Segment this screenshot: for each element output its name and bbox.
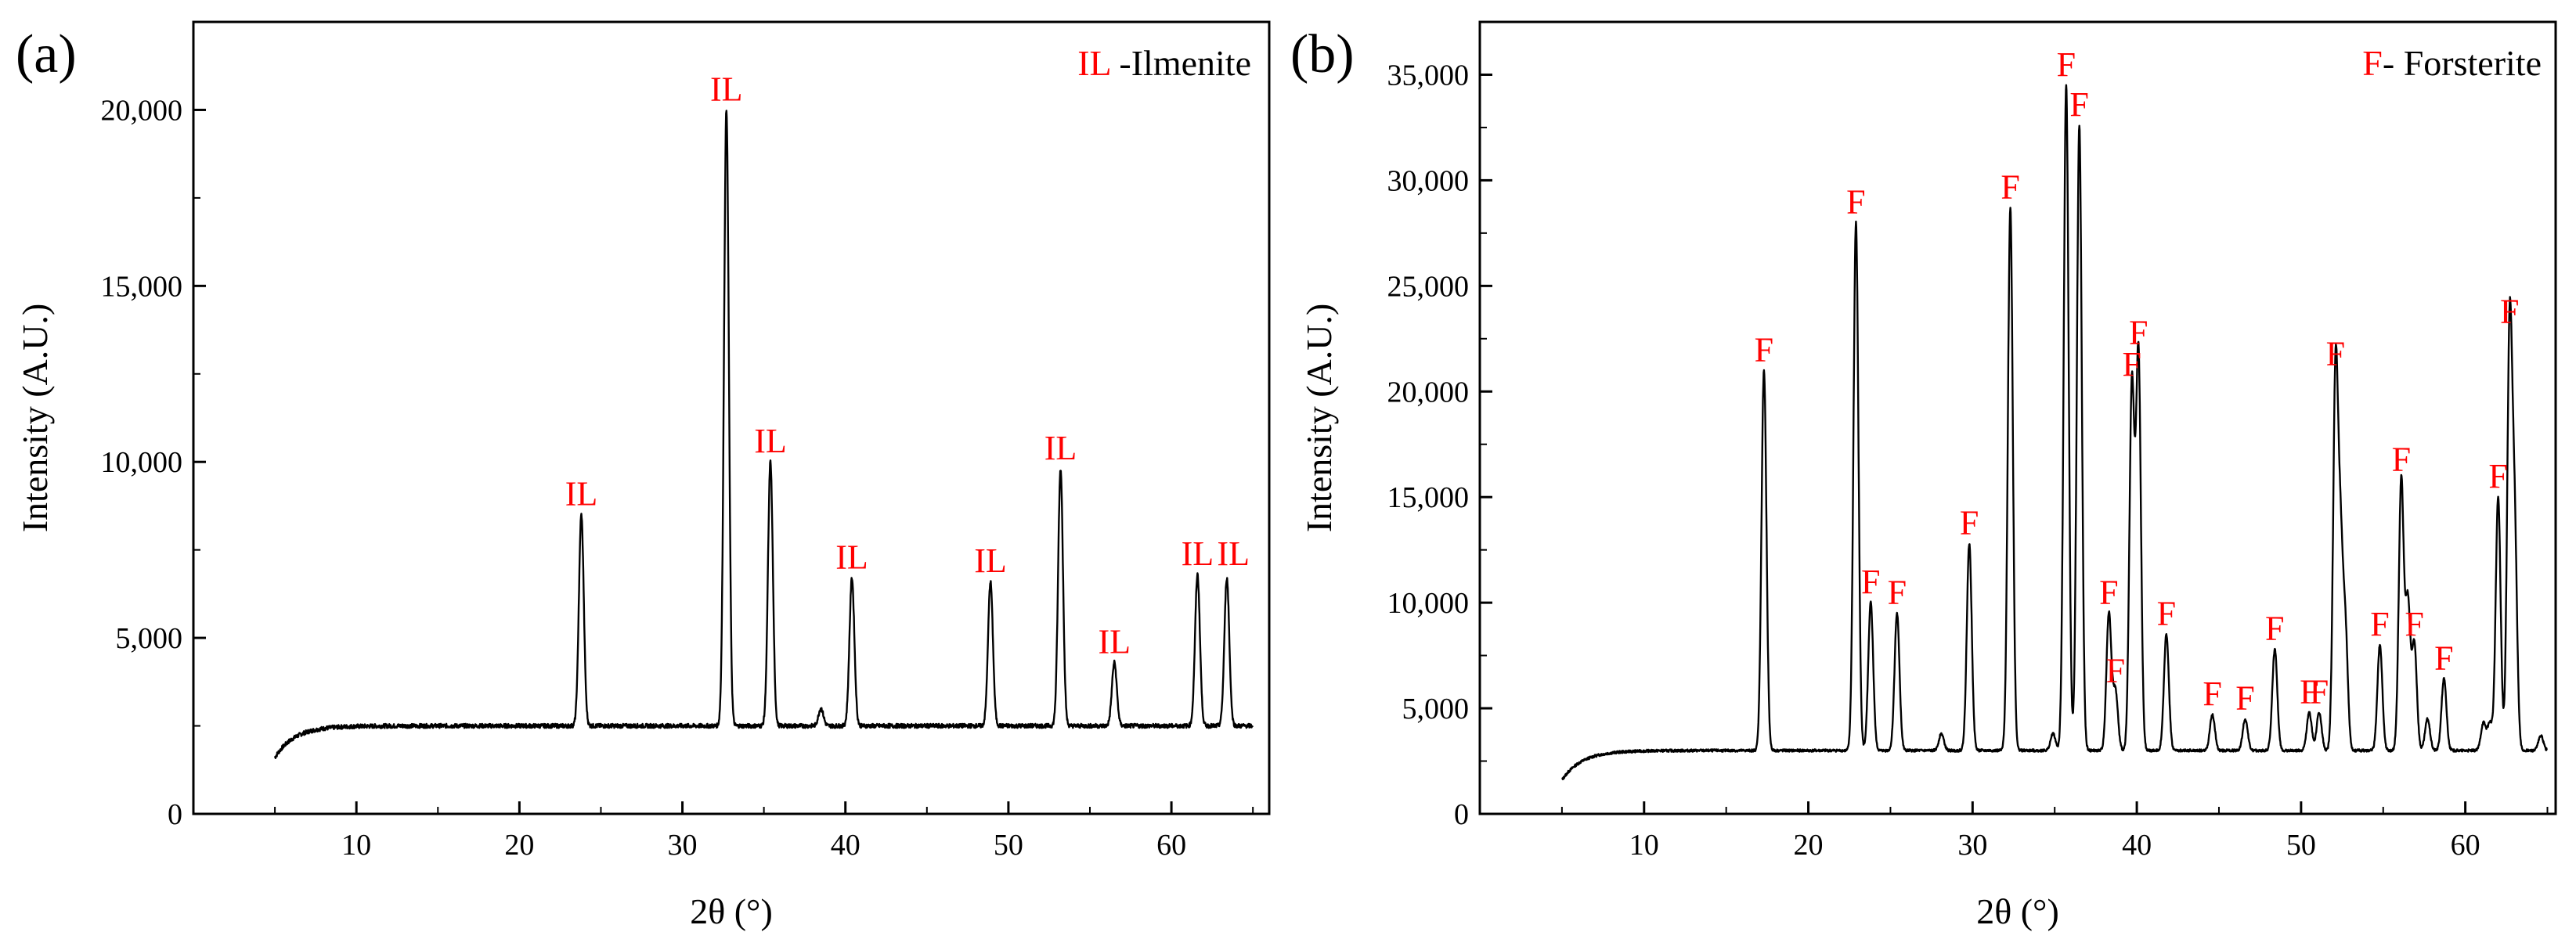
legend-a: IL -Ilmenite — [1077, 43, 1251, 83]
x-tick-label: 20 — [504, 829, 534, 862]
peak-label: F — [2069, 85, 2088, 124]
y-tick-label: 30,000 — [1387, 164, 1470, 197]
x-tick-label: 30 — [1957, 829, 1987, 862]
y-tick-label: 5,000 — [1402, 693, 1470, 725]
y-tick-label: 10,000 — [1387, 587, 1470, 620]
peak-label: F — [2157, 595, 2176, 633]
x-tick-label: 40 — [2122, 829, 2152, 862]
y-tick-label: 20,000 — [101, 94, 183, 127]
peak-label: IL — [974, 542, 1007, 580]
x-tick-label: 10 — [341, 829, 371, 862]
peak-label: F — [2106, 651, 2125, 689]
peak-label: IL — [565, 475, 598, 513]
xrd-pattern-line — [1561, 84, 2548, 781]
peak-label: F — [2099, 574, 2118, 612]
x-tick-label: 10 — [1629, 829, 1659, 862]
peak-label: IL — [1044, 429, 1077, 467]
peak-label: F — [2235, 679, 2254, 718]
legend-symbol-a: IL — [1077, 43, 1110, 83]
panel-label-b: (b) — [1290, 24, 1355, 85]
peak-label: F — [2405, 605, 2423, 643]
legend-b: F- Forsterite — [2362, 43, 2542, 83]
peak-label: F — [2001, 167, 2019, 206]
peak-label: F — [2488, 457, 2507, 495]
xrd-pattern-line — [273, 110, 1254, 759]
y-tick-label: 15,000 — [101, 270, 183, 303]
peak-label: IL — [1217, 534, 1250, 573]
peak-label: F — [2300, 672, 2318, 711]
peak-label: F — [1960, 504, 1979, 542]
plot-frame-a — [192, 20, 1271, 815]
peak-label: F — [1861, 563, 1880, 601]
legend-symbol-b: F — [2362, 43, 2383, 83]
x-axis-label-b: 2θ (°) — [1976, 891, 2059, 931]
x-axis-label-a: 2θ (°) — [690, 891, 773, 931]
plot-frame-b — [1478, 20, 2557, 815]
peak-label: F — [2265, 610, 2284, 648]
peak-label: F — [1888, 574, 1907, 612]
legend-text-a: -Ilmenite — [1110, 43, 1251, 83]
y-tick-label: 10,000 — [101, 446, 183, 479]
peak-label: F — [2057, 45, 2076, 84]
peak-label: IL — [1098, 623, 1131, 661]
y-tick-label: 35,000 — [1387, 59, 1470, 92]
peak-label: F — [2310, 672, 2329, 711]
legend-text-b: - Forsterite — [2383, 43, 2542, 83]
data-series-b — [1561, 84, 2548, 781]
peak-label: F — [2500, 293, 2519, 331]
peak-label: IL — [710, 70, 743, 108]
x-tick-label: 30 — [668, 829, 698, 862]
panel-label-a: (a) — [16, 24, 77, 85]
peak-label: F — [1755, 330, 1773, 369]
peak-label: IL — [835, 538, 868, 577]
peak-label: F — [2370, 605, 2389, 643]
x-tick-label: 40 — [831, 829, 860, 862]
data-series-a — [273, 110, 1254, 759]
axis-ticks-b: 10 20 30 40 50 60 0 5,000 10,000 15,000 20,000 25,0… — [1387, 59, 2549, 862]
y-tick-label: 25,000 — [1387, 270, 1470, 303]
panel-a: (a) 10 20 30 40 50 60 0 5,000 10,000 15,000 20,000… — [15, 20, 1271, 931]
x-tick-label: 50 — [2286, 829, 2316, 862]
x-tick-label: 60 — [1156, 829, 1186, 862]
peak-label: F — [2123, 345, 2141, 383]
peak-label: IL — [754, 422, 787, 460]
y-tick-label: 0 — [168, 798, 182, 831]
peak-label: F — [2434, 639, 2453, 677]
peak-label: F — [2326, 335, 2345, 373]
x-tick-label: 50 — [994, 829, 1023, 862]
y-tick-label: 5,000 — [116, 622, 183, 655]
y-tick-label: 15,000 — [1387, 481, 1470, 514]
x-tick-label: 60 — [2451, 829, 2480, 862]
y-tick-label: 0 — [1454, 798, 1469, 831]
y-tick-label: 20,000 — [1387, 376, 1470, 409]
y-axis-label-b: Intensity (A.U.) — [1299, 304, 1339, 533]
peak-label: F — [2129, 314, 2148, 352]
panel-b: (b) 10 20 30 40 50 60 0 5,000 10,000 15,000 20,000… — [1290, 20, 2557, 931]
peak-label: F — [2392, 441, 2411, 479]
peak-label: F — [1846, 182, 1865, 221]
peak-label: F — [2203, 675, 2221, 713]
axis-ticks-a: 10 20 30 40 50 60 0 5,000 10,000 15,000 20,000 — [101, 94, 1254, 862]
peak-label: IL — [1182, 534, 1214, 573]
x-tick-label: 20 — [1794, 829, 1824, 862]
y-axis-label-a: Intensity (A.U.) — [15, 304, 55, 533]
